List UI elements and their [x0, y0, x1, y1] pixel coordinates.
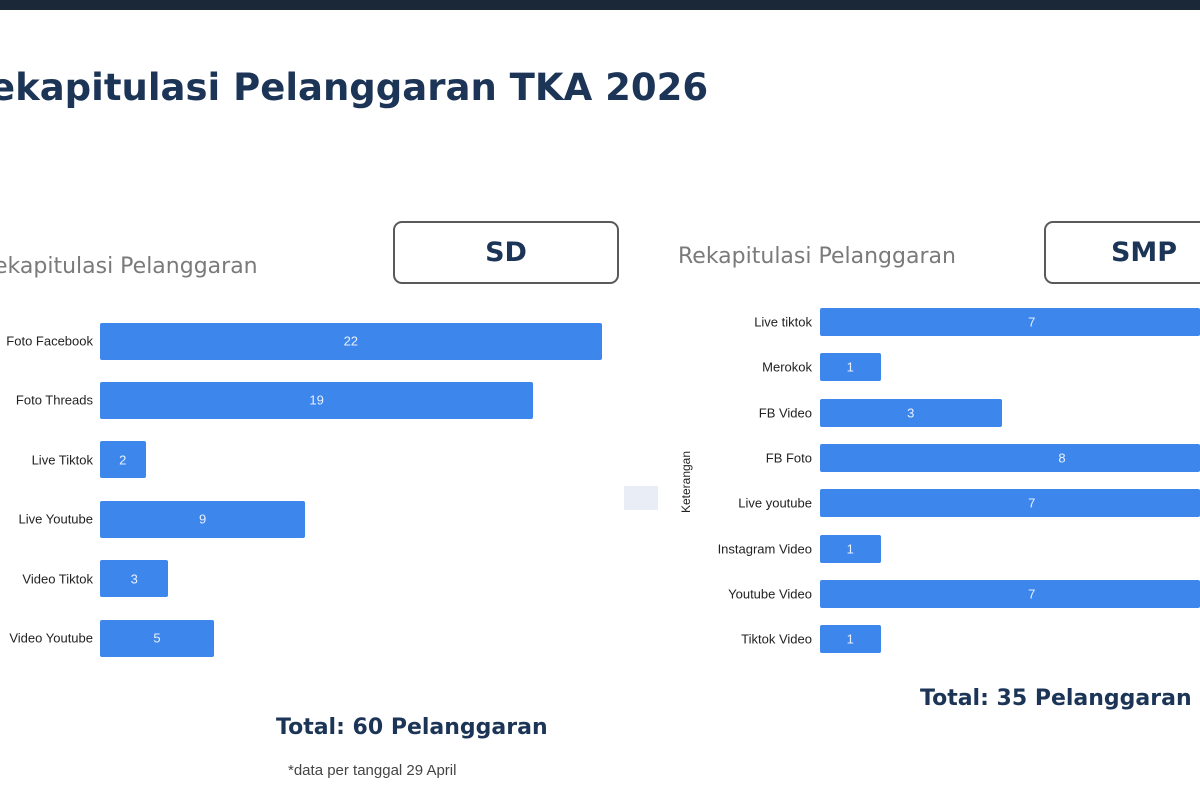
smp-bar-value: 7 — [1028, 586, 1036, 602]
data-date-footnote: *data per tanggal 29 April — [288, 762, 457, 779]
sd-bar — [100, 381, 534, 419]
smp-bar-value: 1 — [846, 541, 854, 556]
sd-category-label: Video Tiktok — [22, 571, 93, 587]
smp-category-label: Merokok — [762, 359, 812, 375]
smp-category-label: Live youtube — [738, 495, 812, 511]
smp-bar-value: 7 — [1028, 495, 1036, 511]
sd-category-label: Live Tiktok — [31, 452, 93, 468]
smp-chart-title: Rekapitulasi Pelanggaran — [678, 244, 956, 269]
top-dark-strip — [0, 0, 1200, 10]
sd-bar-value: 19 — [309, 392, 324, 408]
smp-category-label: FB Foto — [765, 450, 812, 466]
smp-bar — [820, 534, 881, 563]
page-title: ekapitulasi Pelanggaran TKA 2026 — [0, 66, 709, 109]
smp-total: Total: 35 Pelanggaran — [920, 686, 1192, 711]
sd-total: Total: 60 Pelanggaran — [276, 715, 548, 740]
sd-category-label: Video Youtube — [9, 630, 93, 646]
smp-category-label: Live tiktok — [754, 314, 812, 330]
sd-bar — [100, 441, 146, 479]
sd-bar — [100, 619, 214, 657]
smp-bar — [820, 625, 881, 654]
image-artifact — [624, 486, 658, 510]
sd-bar — [100, 500, 306, 538]
smp-axis-title: Keterangan — [679, 450, 693, 514]
smp-bar-value: 3 — [907, 405, 915, 421]
sd-bar-value: 2 — [119, 452, 127, 468]
smp-level-badge: SMP — [1044, 221, 1200, 284]
sd-category-label: Foto Facebook — [6, 333, 93, 349]
sd-level-badge: SD — [393, 221, 619, 284]
sd-bar-value: 5 — [153, 630, 161, 646]
sd-category-label: Foto Threads — [15, 392, 93, 408]
smp-bar — [820, 308, 1200, 336]
sd-category-label: Live Youtube — [18, 511, 93, 527]
smp-bar — [820, 443, 1200, 472]
sd-bar-value: 9 — [198, 511, 207, 527]
smp-category-label: Youtube Video — [728, 586, 812, 602]
smp-bar-value: 8 — [1058, 450, 1066, 466]
sd-bar — [100, 322, 602, 360]
smp-bar — [820, 353, 881, 382]
sd-bar-value: 3 — [130, 571, 138, 587]
smp-category-label: Tiktok Video — [741, 631, 812, 647]
smp-bar — [820, 579, 1200, 608]
sd-bar-value: 22 — [343, 333, 359, 349]
smp-bar-value: 1 — [846, 359, 854, 375]
smp-bar-value: 7 — [1028, 314, 1036, 330]
smp-bar — [820, 489, 1200, 518]
sd-chart-title: ekapitulasi Pelanggaran — [0, 254, 258, 279]
smp-category-label: FB Video — [758, 405, 812, 421]
smp-bar-value: 1 — [846, 631, 854, 647]
smp-bar — [820, 398, 1002, 427]
sd-bar — [100, 560, 169, 598]
smp-category-label: Instagram Video — [717, 541, 812, 556]
